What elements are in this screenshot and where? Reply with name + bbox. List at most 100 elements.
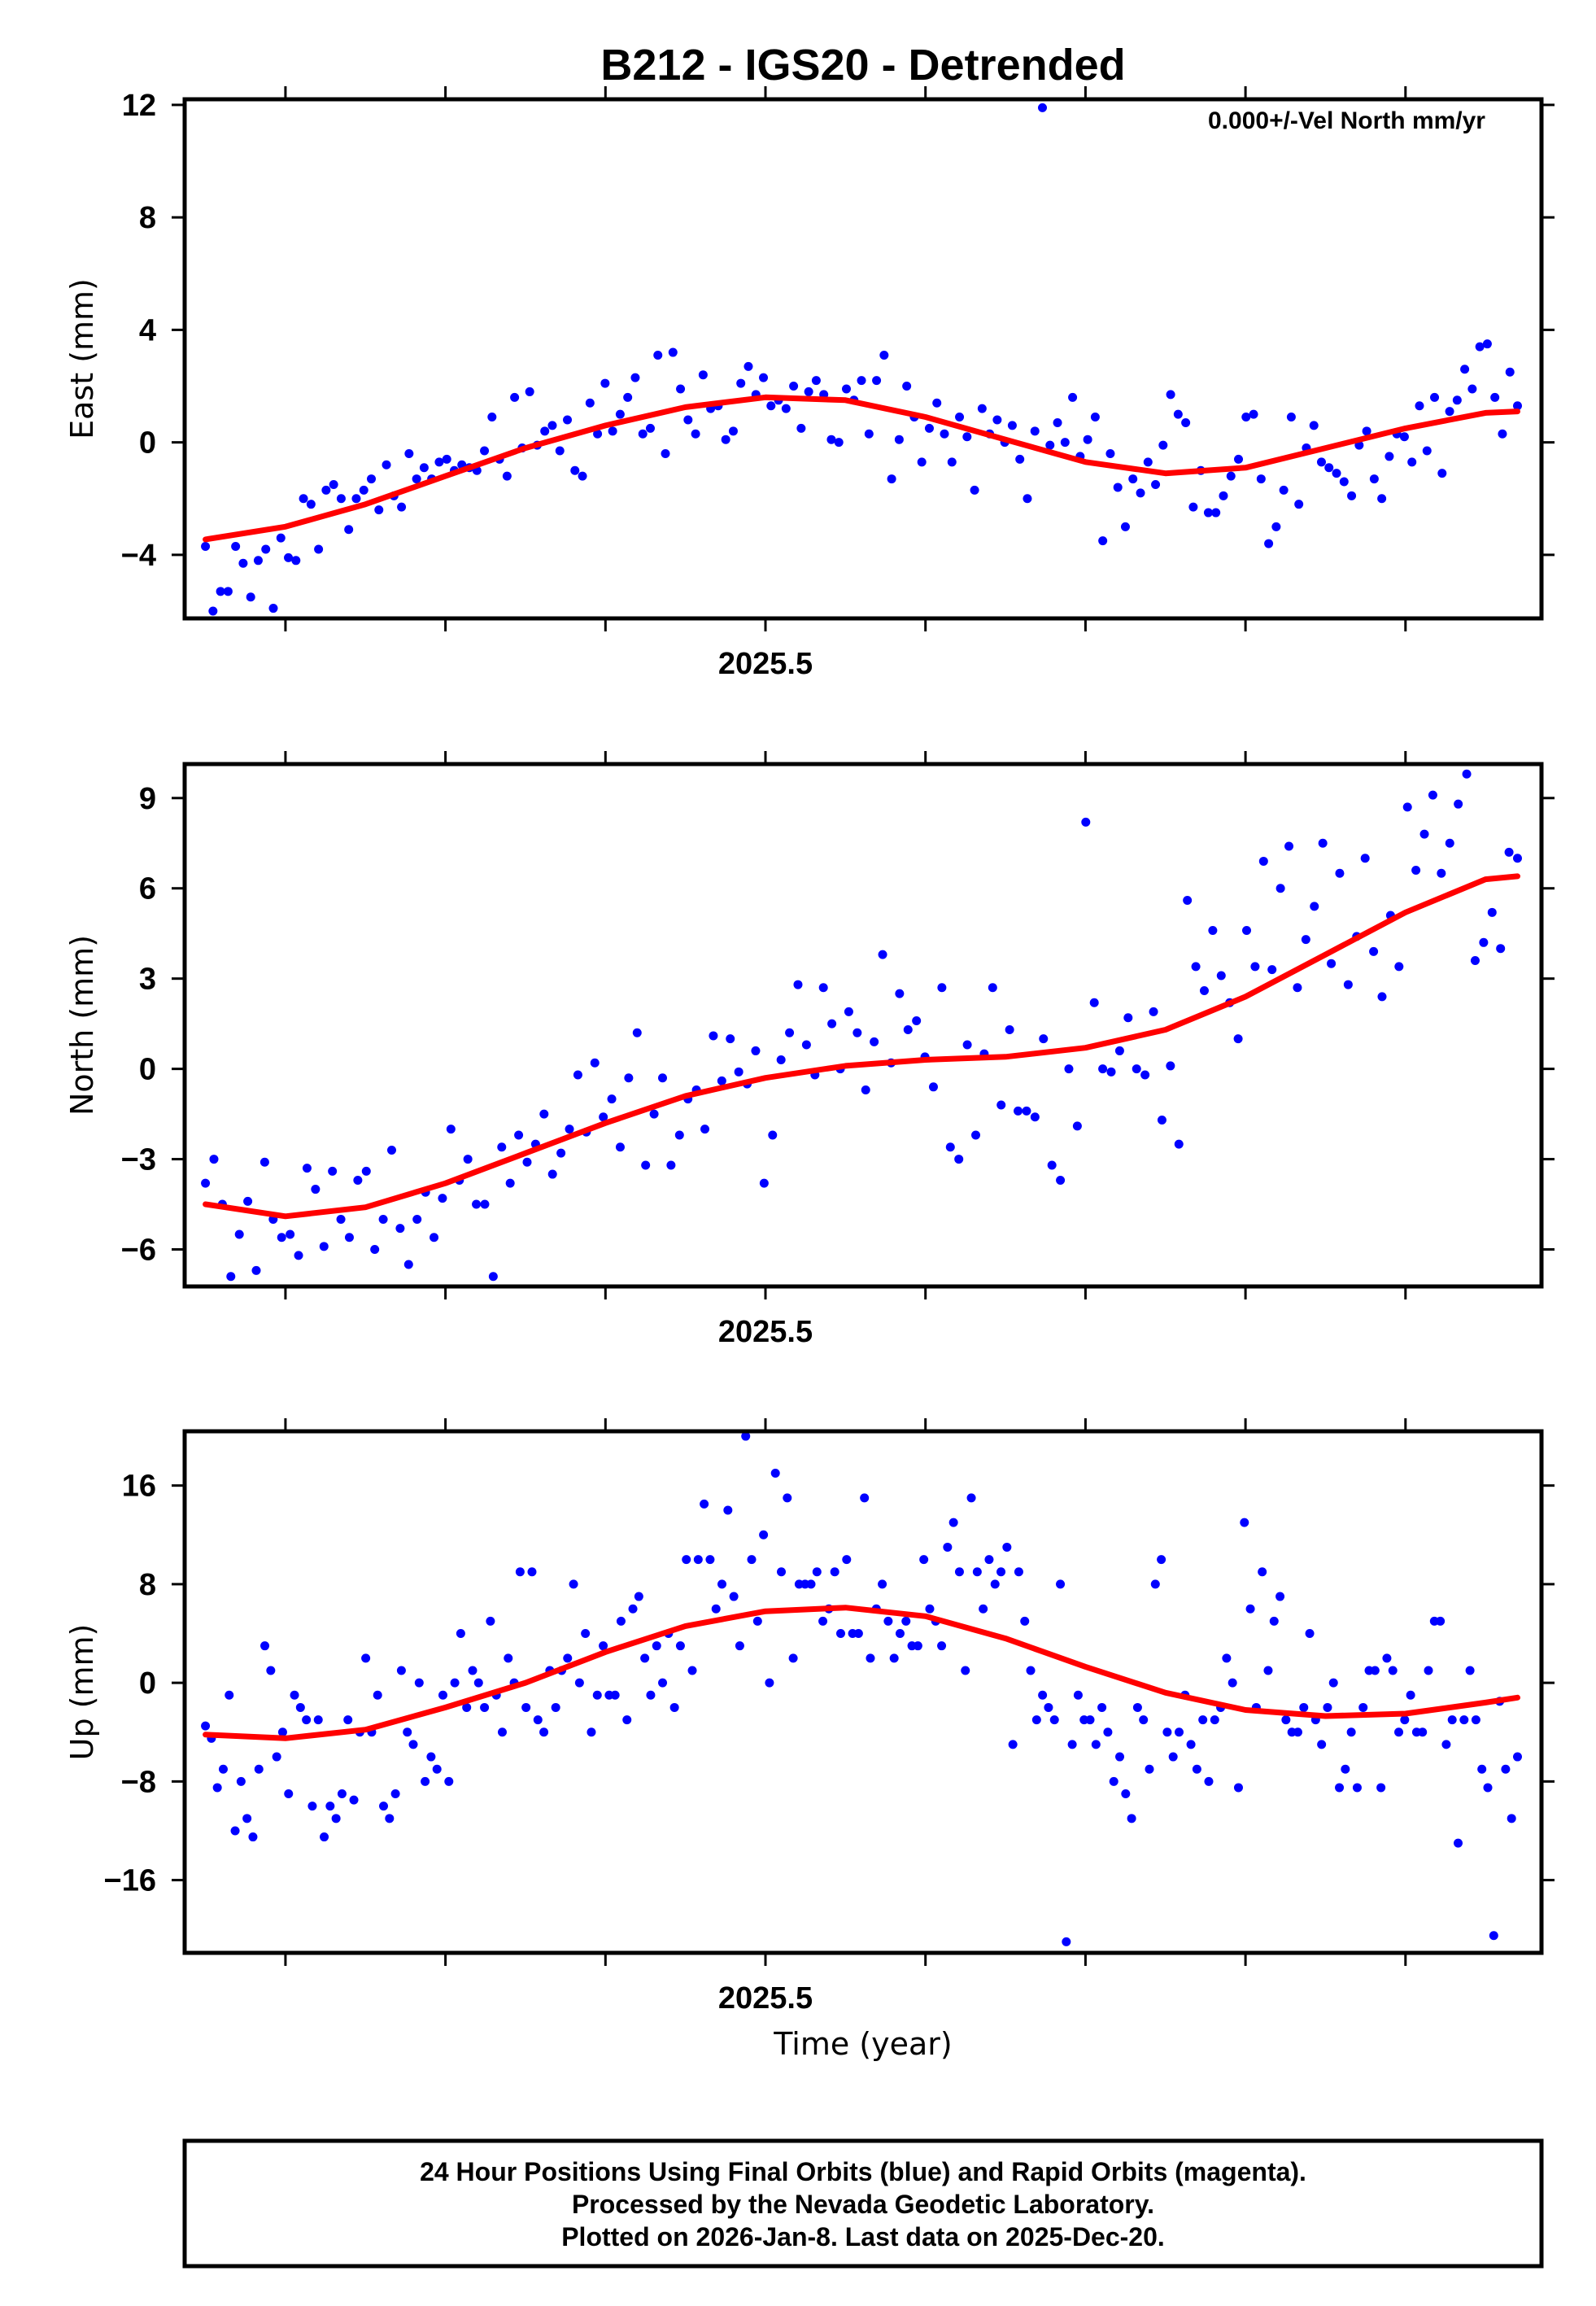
data-point	[336, 494, 346, 504]
footer-line-2: Processed by the Nevada Geodetic Laborat…	[572, 2190, 1154, 2219]
data-point	[1132, 1702, 1142, 1712]
data-point	[382, 460, 391, 469]
data-point	[373, 1690, 382, 1700]
data-point	[1128, 474, 1138, 484]
data-point	[717, 1076, 726, 1085]
data-point	[1475, 342, 1485, 352]
data-point	[1377, 992, 1387, 1002]
data-point	[812, 1567, 822, 1577]
data-point	[1022, 1106, 1031, 1116]
data-point	[889, 1653, 899, 1663]
data-point	[1264, 539, 1274, 548]
data-point	[385, 1814, 395, 1823]
data-point	[514, 1130, 524, 1140]
data-point	[1447, 1715, 1457, 1725]
data-point	[937, 1641, 947, 1651]
data-point	[1031, 1715, 1041, 1725]
data-point	[1139, 1715, 1149, 1725]
data-point	[1228, 1678, 1237, 1688]
data-point	[1007, 421, 1017, 430]
data-point	[1053, 417, 1062, 427]
data-point	[1186, 1740, 1196, 1749]
data-point	[201, 1178, 211, 1188]
data-point	[1301, 935, 1310, 945]
data-point	[1090, 413, 1100, 422]
data-point	[661, 448, 670, 458]
chart-title: B212 - IGS20 - Detrended	[600, 41, 1125, 90]
y-axis-label: Up (mm)	[64, 1624, 100, 1761]
data-point	[370, 1245, 380, 1255]
footer-box: 24 Hour Positions Using Final Orbits (bl…	[182, 2138, 1544, 2269]
data-point	[1299, 1702, 1309, 1712]
data-point	[1168, 1752, 1178, 1762]
data-point	[1020, 1616, 1030, 1626]
data-point	[640, 1653, 650, 1663]
data-point	[209, 1155, 219, 1164]
data-point	[1346, 1727, 1356, 1737]
y-tick-label: −8	[121, 1765, 156, 1799]
data-point	[1328, 1678, 1338, 1688]
data-point	[331, 1814, 341, 1823]
y-axis-label: North (mm)	[64, 935, 100, 1116]
data-point	[878, 1579, 887, 1589]
data-point	[387, 1145, 397, 1155]
data-point	[238, 558, 248, 568]
data-point	[284, 1789, 294, 1799]
y-tick-label: −6	[121, 1234, 156, 1268]
data-point	[607, 1094, 617, 1104]
data-point	[705, 1555, 715, 1565]
data-point	[1039, 1034, 1049, 1044]
data-point	[302, 1715, 312, 1725]
data-point	[578, 471, 587, 481]
data-point	[1030, 426, 1040, 436]
data-point	[551, 1702, 560, 1712]
data-point	[1445, 407, 1454, 417]
data-point	[608, 426, 617, 436]
data-point	[472, 1199, 482, 1209]
data-point	[547, 1169, 557, 1179]
data-point	[201, 1721, 211, 1731]
data-point	[223, 587, 233, 596]
footer-line-3: Plotted on 2026-Jan-8. Last data on 2025…	[561, 2222, 1165, 2251]
data-point	[527, 1567, 537, 1577]
data-point	[1121, 1789, 1131, 1799]
data-point	[925, 1604, 935, 1614]
data-point	[1400, 1715, 1410, 1725]
data-point	[687, 1666, 697, 1675]
data-point	[1091, 1740, 1101, 1749]
data-point	[1479, 937, 1489, 947]
data-point	[1157, 1115, 1166, 1125]
data-point	[325, 1802, 335, 1811]
data-point	[1454, 1838, 1463, 1848]
data-point	[1462, 769, 1472, 779]
data-point	[1317, 1740, 1327, 1749]
data-point	[1505, 367, 1515, 377]
data-point	[1284, 841, 1294, 851]
data-point	[294, 1251, 303, 1260]
data-point	[887, 474, 896, 484]
data-point	[676, 384, 686, 394]
data-point	[668, 347, 678, 357]
y-axis-label: East (mm)	[64, 278, 100, 439]
y-tick-label: 4	[139, 313, 156, 347]
data-point	[1038, 103, 1048, 112]
data-point	[563, 1653, 573, 1663]
data-point	[253, 556, 263, 566]
data-point	[961, 1666, 970, 1675]
data-point	[1339, 477, 1349, 487]
data-point	[1394, 1727, 1404, 1737]
data-point	[962, 1040, 972, 1050]
data-point	[972, 1567, 982, 1577]
data-point	[359, 485, 368, 495]
data-point	[841, 384, 851, 394]
data-point	[1501, 1764, 1511, 1774]
data-point	[328, 1166, 338, 1176]
data-point	[573, 1070, 582, 1080]
x-axis-label: Time (year)	[773, 2026, 953, 2062]
data-point	[1250, 962, 1260, 972]
data-point	[1203, 508, 1213, 518]
data-point	[1183, 896, 1193, 906]
data-point	[765, 1678, 774, 1688]
data-point	[412, 1215, 422, 1225]
